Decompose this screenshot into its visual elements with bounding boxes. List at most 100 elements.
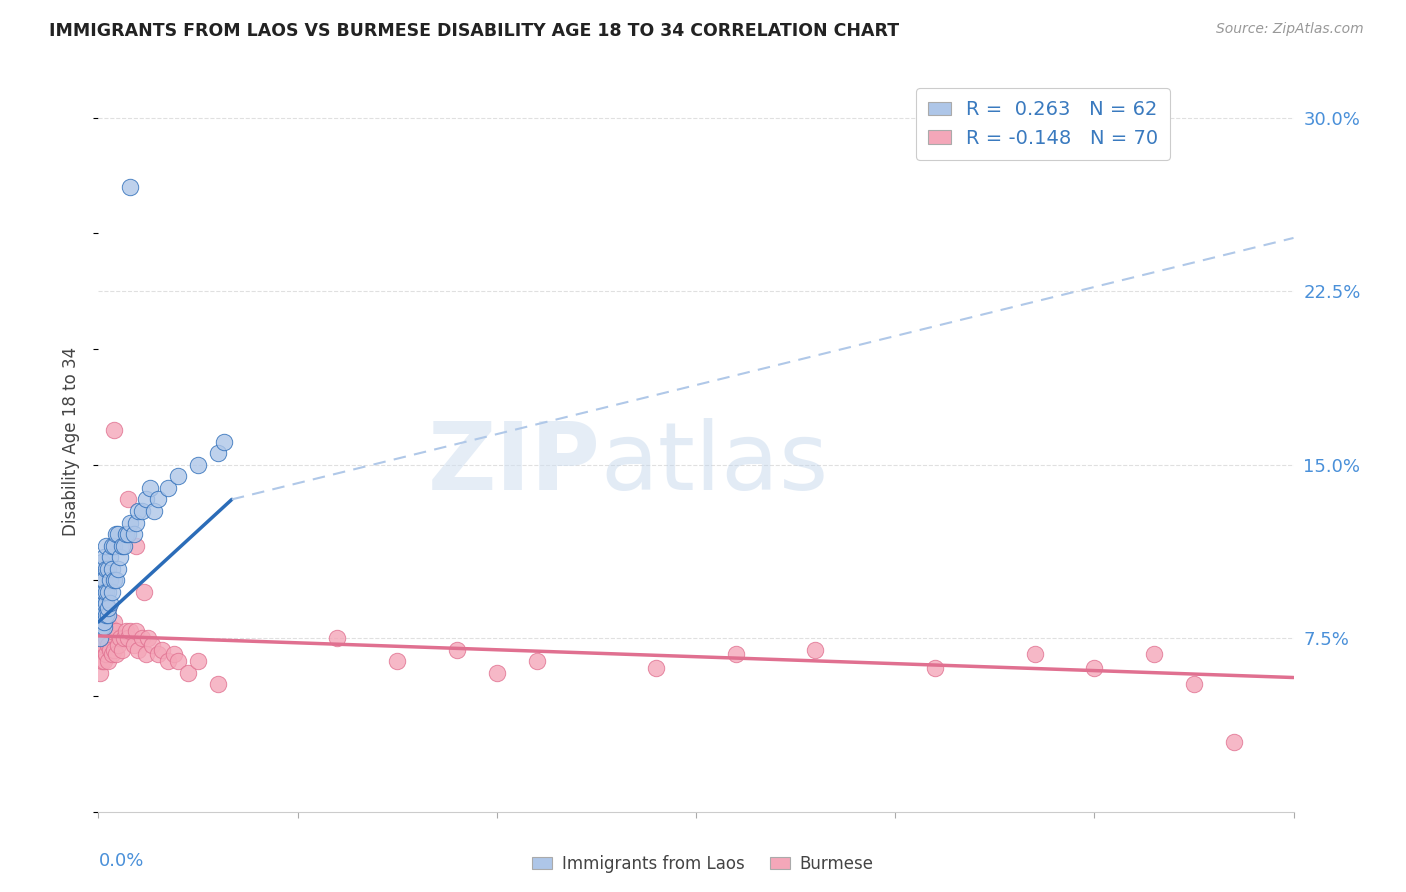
Point [177, 665, 200, 680]
Point [120, 624, 142, 639]
Point [101, 648, 124, 662]
Text: Source: ZipAtlas.com: Source: ZipAtlas.com [1216, 22, 1364, 37]
Point [117, 631, 139, 645]
Point [91, 654, 114, 668]
Point [97, 654, 120, 668]
Point [89, 619, 111, 633]
Point [163, 648, 186, 662]
Point [1223, 735, 1246, 749]
Point [117, 527, 139, 541]
Point [93, 638, 115, 652]
Point [96, 539, 118, 553]
Point [103, 574, 125, 588]
Point [385, 654, 409, 668]
Point [105, 574, 128, 588]
Point [101, 562, 124, 576]
Point [485, 665, 508, 680]
Point [645, 661, 668, 675]
Point [111, 642, 134, 657]
Point [150, 642, 173, 657]
Point [93, 654, 115, 668]
Point [101, 539, 124, 553]
Point [117, 492, 139, 507]
Point [91, 597, 114, 611]
Point [115, 624, 138, 639]
Point [167, 654, 190, 668]
Point [125, 539, 148, 553]
Point [89, 608, 111, 623]
Y-axis label: Disability Age 18 to 34: Disability Age 18 to 34 [62, 347, 80, 536]
Point [96, 597, 118, 611]
Point [157, 481, 180, 495]
Point [112, 631, 135, 645]
Point [124, 527, 146, 541]
Point [115, 527, 138, 541]
Point [105, 624, 128, 639]
Point [96, 585, 118, 599]
Point [139, 481, 162, 495]
Point [89, 597, 111, 611]
Point [93, 585, 115, 599]
Point [120, 516, 142, 530]
Point [91, 619, 114, 633]
Point [89, 562, 111, 576]
Text: ZIP: ZIP [427, 417, 600, 509]
Point [97, 619, 120, 633]
Point [101, 624, 124, 639]
Point [97, 562, 120, 576]
Point [187, 458, 209, 472]
Point [103, 642, 125, 657]
Text: 0.0%: 0.0% [98, 853, 143, 871]
Point [135, 492, 157, 507]
Point [167, 469, 190, 483]
Point [96, 631, 118, 645]
Point [89, 574, 111, 588]
Point [98, 597, 122, 611]
Point [91, 597, 114, 611]
Point [89, 585, 111, 599]
Point [93, 619, 115, 633]
Legend: Immigrants from Laos, Burmese: Immigrants from Laos, Burmese [526, 848, 880, 880]
Point [89, 608, 111, 623]
Point [89, 631, 111, 645]
Point [101, 585, 124, 599]
Point [93, 619, 115, 633]
Point [96, 648, 118, 662]
Point [112, 539, 135, 553]
Point [93, 574, 115, 588]
Point [93, 550, 115, 565]
Point [526, 654, 548, 668]
Point [96, 562, 118, 576]
Point [125, 516, 148, 530]
Point [1182, 677, 1205, 691]
Point [93, 597, 115, 611]
Point [91, 574, 114, 588]
Point [127, 504, 149, 518]
Point [127, 642, 149, 657]
Point [131, 631, 153, 645]
Point [89, 631, 111, 645]
Point [105, 648, 128, 662]
Point [93, 601, 115, 615]
Point [326, 631, 349, 645]
Point [131, 504, 153, 518]
Point [1083, 661, 1105, 675]
Point [125, 624, 148, 639]
Point [103, 423, 125, 437]
Legend: R =  0.263   N = 62, R = -0.148   N = 70: R = 0.263 N = 62, R = -0.148 N = 70 [915, 88, 1170, 160]
Point [98, 642, 122, 657]
Point [135, 648, 157, 662]
Point [446, 642, 468, 657]
Point [98, 550, 122, 565]
Point [212, 434, 235, 449]
Point [89, 597, 111, 611]
Point [89, 665, 111, 680]
Point [91, 555, 114, 569]
Point [93, 615, 115, 629]
Point [724, 648, 747, 662]
Point [110, 550, 132, 565]
Point [124, 638, 146, 652]
Point [91, 585, 114, 599]
Point [187, 654, 209, 668]
Point [207, 677, 229, 691]
